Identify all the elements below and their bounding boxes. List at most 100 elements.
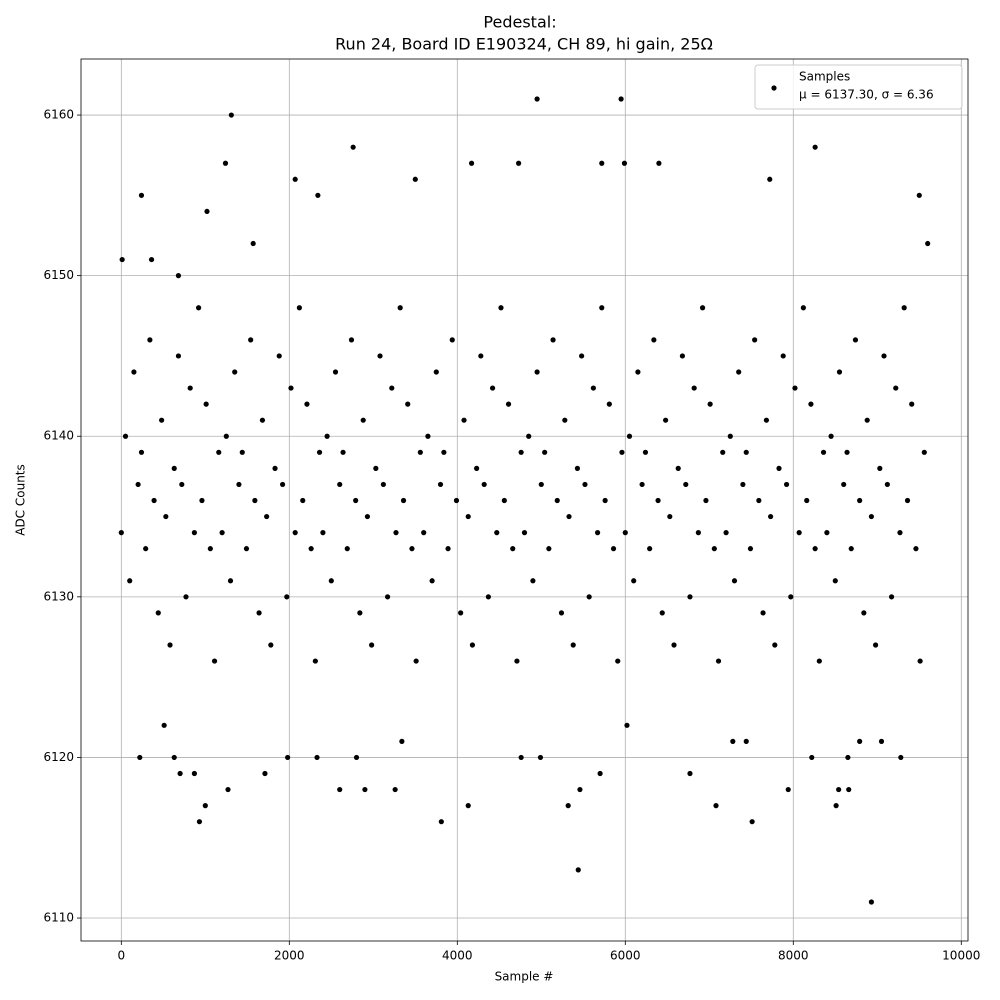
point (736, 369, 742, 375)
point (647, 546, 653, 552)
point (622, 530, 628, 536)
point (691, 385, 697, 391)
point (809, 754, 815, 761)
legend-label: Samples (799, 70, 850, 84)
point (161, 722, 167, 728)
point (468, 160, 475, 166)
point (222, 160, 229, 166)
point (292, 530, 298, 536)
point (138, 192, 145, 198)
point (199, 497, 205, 504)
grid (81, 59, 968, 941)
y-axis-label: ADC Counts (14, 464, 28, 536)
point (373, 465, 379, 471)
point (369, 642, 375, 648)
point (893, 385, 899, 391)
point (262, 770, 268, 777)
point (344, 546, 350, 552)
point (478, 353, 484, 359)
point (816, 658, 822, 664)
point (308, 546, 314, 552)
point (228, 112, 234, 118)
point (713, 803, 719, 809)
point (624, 722, 630, 728)
point (252, 497, 258, 504)
point (225, 786, 231, 793)
point (292, 176, 298, 182)
point (362, 786, 368, 793)
point (377, 353, 383, 359)
point (756, 497, 762, 504)
point (772, 642, 778, 648)
point (904, 497, 911, 504)
point (296, 305, 302, 311)
y-tick-label: 6140 (43, 429, 74, 443)
point (579, 353, 585, 359)
point (675, 465, 681, 471)
point (804, 497, 810, 504)
point (438, 819, 444, 825)
point (586, 594, 592, 600)
point (743, 449, 749, 455)
point (202, 803, 208, 809)
point (916, 192, 922, 198)
point (137, 754, 143, 761)
point (743, 738, 749, 744)
x-tick-label: 6000 (610, 949, 641, 963)
point (844, 449, 850, 455)
point (898, 754, 904, 761)
point (350, 144, 356, 150)
point (747, 546, 754, 552)
point (357, 610, 363, 616)
point (171, 465, 177, 471)
point (429, 578, 435, 584)
point (380, 481, 386, 488)
point (626, 433, 633, 439)
point (820, 449, 827, 455)
point (796, 530, 802, 536)
point (279, 481, 286, 488)
x-tick-label: 8000 (778, 949, 809, 963)
point (917, 658, 923, 664)
point (412, 176, 418, 182)
point (715, 658, 722, 664)
point (546, 546, 552, 552)
point (445, 546, 451, 552)
point (921, 449, 927, 455)
point (659, 610, 665, 616)
point (285, 754, 291, 761)
point (458, 610, 464, 616)
point (703, 497, 709, 504)
point (256, 610, 262, 616)
point (824, 530, 830, 536)
point (453, 497, 460, 504)
point (884, 481, 890, 488)
point (481, 481, 487, 488)
point (606, 401, 612, 407)
point (399, 738, 405, 744)
point (312, 658, 318, 664)
point (518, 754, 524, 761)
point (610, 546, 617, 552)
point (877, 465, 883, 471)
point (767, 176, 773, 182)
point (384, 594, 391, 600)
point (518, 449, 524, 455)
point (599, 305, 605, 311)
y-tick-label: 6110 (43, 911, 74, 925)
point (857, 738, 863, 744)
point (119, 256, 125, 263)
point (901, 305, 907, 311)
point (389, 385, 395, 391)
point (878, 738, 885, 744)
point (353, 497, 359, 504)
point (425, 433, 431, 439)
point (868, 513, 875, 520)
point (845, 754, 851, 761)
point (143, 546, 149, 552)
point (195, 305, 202, 311)
point (671, 642, 677, 648)
legend-annotation: μ = 6137.30, σ = 6.36 (799, 88, 934, 102)
x-tick-label: 0 (117, 949, 125, 963)
